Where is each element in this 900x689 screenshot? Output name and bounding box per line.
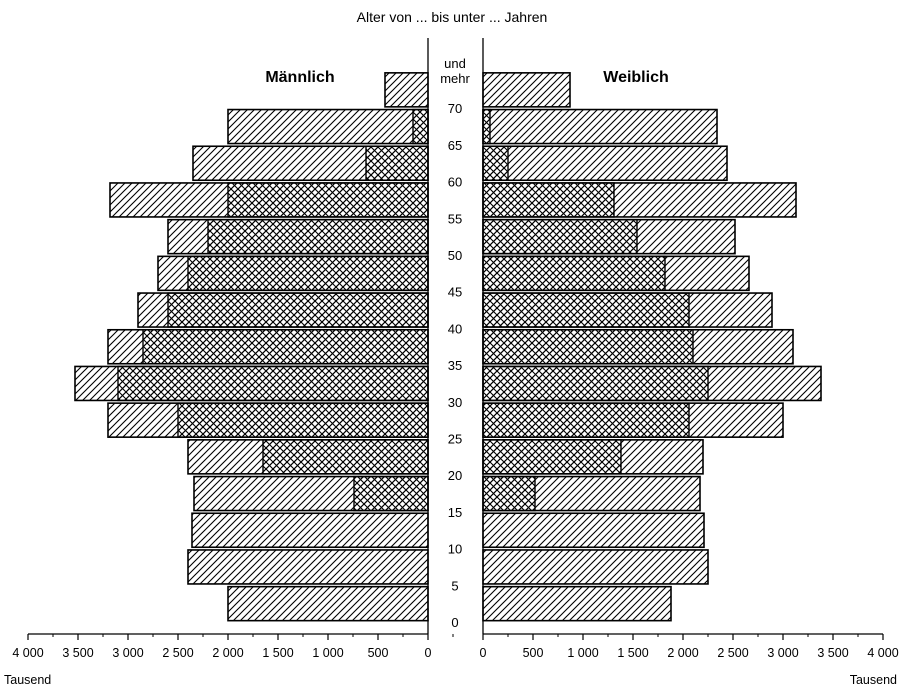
bar-male-inner-25-30 xyxy=(177,402,429,438)
x-tick-label-left-6: 1 000 xyxy=(312,646,343,660)
bar-male-inner-20-25 xyxy=(262,439,429,475)
age-label-10: 10 xyxy=(448,542,462,557)
bar-female-inner-20-25 xyxy=(482,439,622,475)
bar-female-inner-15-20 xyxy=(482,475,536,512)
top-group-label-line2: mehr xyxy=(440,71,470,86)
age-label-0: 0 xyxy=(451,615,458,630)
bar-male-inner-35-40 xyxy=(142,329,429,365)
x-tick-label-left-3: 2 500 xyxy=(162,646,193,660)
female-label: Weiblich xyxy=(603,69,669,86)
age-label-15: 15 xyxy=(448,505,462,520)
x-tick-label-right-5: 2 500 xyxy=(717,646,748,660)
x-tick-label-right-6: 3 000 xyxy=(767,646,798,660)
chart-title: Alter von ... bis unter ... Jahren xyxy=(357,9,548,25)
bar-female-inner-45-50 xyxy=(482,255,666,292)
bar-male-0-5 xyxy=(227,585,429,622)
bar-male-65-70 xyxy=(227,108,429,145)
bar-female-inner-30-35 xyxy=(482,365,709,402)
top-group-label-line1: und xyxy=(444,56,466,71)
bar-female-65-70 xyxy=(482,108,718,145)
bar-male-inner-50-55 xyxy=(207,218,429,255)
male-label: Männlich xyxy=(265,69,334,86)
x-tick-label-left-5: 1 500 xyxy=(262,646,293,660)
bar-male-70 und mehr xyxy=(384,72,429,108)
bar-female-inner-50-55 xyxy=(482,218,638,255)
age-label-20: 20 xyxy=(448,468,462,483)
bar-male-inner-65-70 xyxy=(412,108,429,145)
x-unit-left: Tausend xyxy=(4,673,51,687)
x-unit-right: Tausend xyxy=(850,673,897,687)
bar-female-inner-35-40 xyxy=(482,329,694,365)
bar-male-inner-15-20 xyxy=(353,475,429,512)
bar-female-inner-55-60 xyxy=(482,182,615,218)
bar-female-10-15 xyxy=(482,512,705,549)
bar-female-inner-65-70 xyxy=(482,108,491,145)
x-tick-label-right-8: 4 000 xyxy=(867,646,898,660)
age-label-70: 70 xyxy=(448,101,462,116)
bar-male-inner-40-45 xyxy=(167,292,429,328)
bar-female-0-5 xyxy=(482,585,672,622)
bar-male-10-15 xyxy=(191,512,429,549)
age-label-45: 45 xyxy=(448,285,462,300)
age-label-30: 30 xyxy=(448,395,462,410)
bar-male-5-10 xyxy=(187,549,429,585)
x-tick-label-left-4: 2 000 xyxy=(212,646,243,660)
bar-male-inner-45-50 xyxy=(187,255,429,292)
bar-female-5-10 xyxy=(482,549,709,585)
x-tick-label-left-0: 4 000 xyxy=(12,646,43,660)
x-tick-label-right-4: 2 000 xyxy=(667,646,698,660)
x-tick-label-left-1: 3 500 xyxy=(62,646,93,660)
age-label-60: 60 xyxy=(448,175,462,190)
age-label-5: 5 xyxy=(451,578,458,593)
x-tick-label-left-2: 3 000 xyxy=(112,646,143,660)
x-tick-label-right-2: 1 000 xyxy=(567,646,598,660)
x-tick-label-left-7: 500 xyxy=(368,646,389,660)
age-label-35: 35 xyxy=(448,358,462,373)
age-label-25: 25 xyxy=(448,432,462,447)
age-label-55: 55 xyxy=(448,211,462,226)
x-tick-label-right-1: 500 xyxy=(523,646,544,660)
bar-female-inner-25-30 xyxy=(482,402,690,438)
x-tick-label-left-8: 0 xyxy=(425,646,432,660)
bar-male-inner-55-60 xyxy=(227,182,429,218)
bar-female-70 und mehr xyxy=(482,72,571,108)
x-tick-label-right-0: 0 xyxy=(480,646,487,660)
age-labels-group: 0 5 10 15 20 25 30 35 40 45 50 55 60 65 70 xyxy=(448,101,462,630)
bars-group xyxy=(74,72,822,622)
bar-female-inner-40-45 xyxy=(482,292,690,328)
bar-male-inner-30-35 xyxy=(117,365,429,402)
age-label-50: 50 xyxy=(448,248,462,263)
axes-group: 4 000 3 500 3 000 2 500 2 000 1 500 1 000 500 0 0… xyxy=(12,38,899,660)
bar-female-60-65 xyxy=(482,145,728,182)
age-label-40: 40 xyxy=(448,321,462,336)
age-label-65: 65 xyxy=(448,138,462,153)
bar-female-inner-60-65 xyxy=(482,145,509,181)
x-tick-label-right-7: 3 500 xyxy=(817,646,848,660)
bar-male-inner-60-65 xyxy=(365,145,429,181)
x-tick-label-right-3: 1 500 xyxy=(617,646,648,660)
